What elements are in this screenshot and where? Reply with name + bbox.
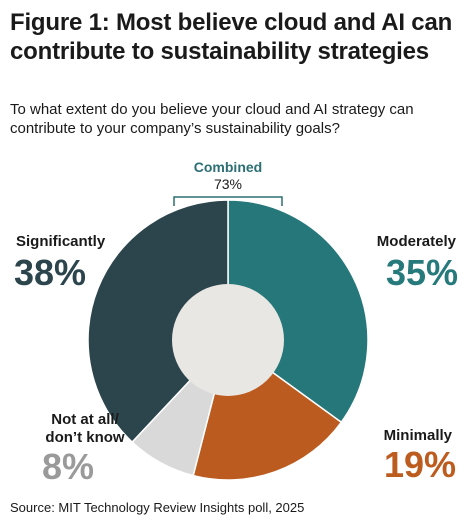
label-not-at-all-line-1: Not at all/: [51, 411, 119, 428]
label-not-at-all: Not at all/ don’t know: [40, 411, 130, 447]
label-moderately: Moderately: [376, 233, 456, 250]
slice-significantly: [87, 199, 229, 444]
combined-bracket: [173, 196, 283, 206]
value-minimally: 19%: [383, 444, 456, 485]
chart-subtitle: To what extent do you believe your cloud…: [10, 101, 414, 137]
combined-label: Combined: [193, 159, 263, 175]
label-significantly: Significantly: [16, 233, 106, 250]
slice-moderately: [227, 199, 369, 424]
label-not-at-all-line-2: don’t know: [45, 429, 125, 446]
value-not-at-all: 8%: [42, 446, 95, 487]
donut-center: [172, 284, 284, 396]
source-note: Source: MIT Technology Review Insights p…: [10, 500, 305, 515]
label-minimally: Minimally: [383, 427, 452, 444]
value-moderately: 35%: [385, 252, 458, 293]
chart-title: Figure 1: Most believe cloud and AI can …: [10, 9, 453, 65]
value-significantly: 38%: [14, 252, 87, 293]
combined-value: 73%: [213, 176, 243, 192]
